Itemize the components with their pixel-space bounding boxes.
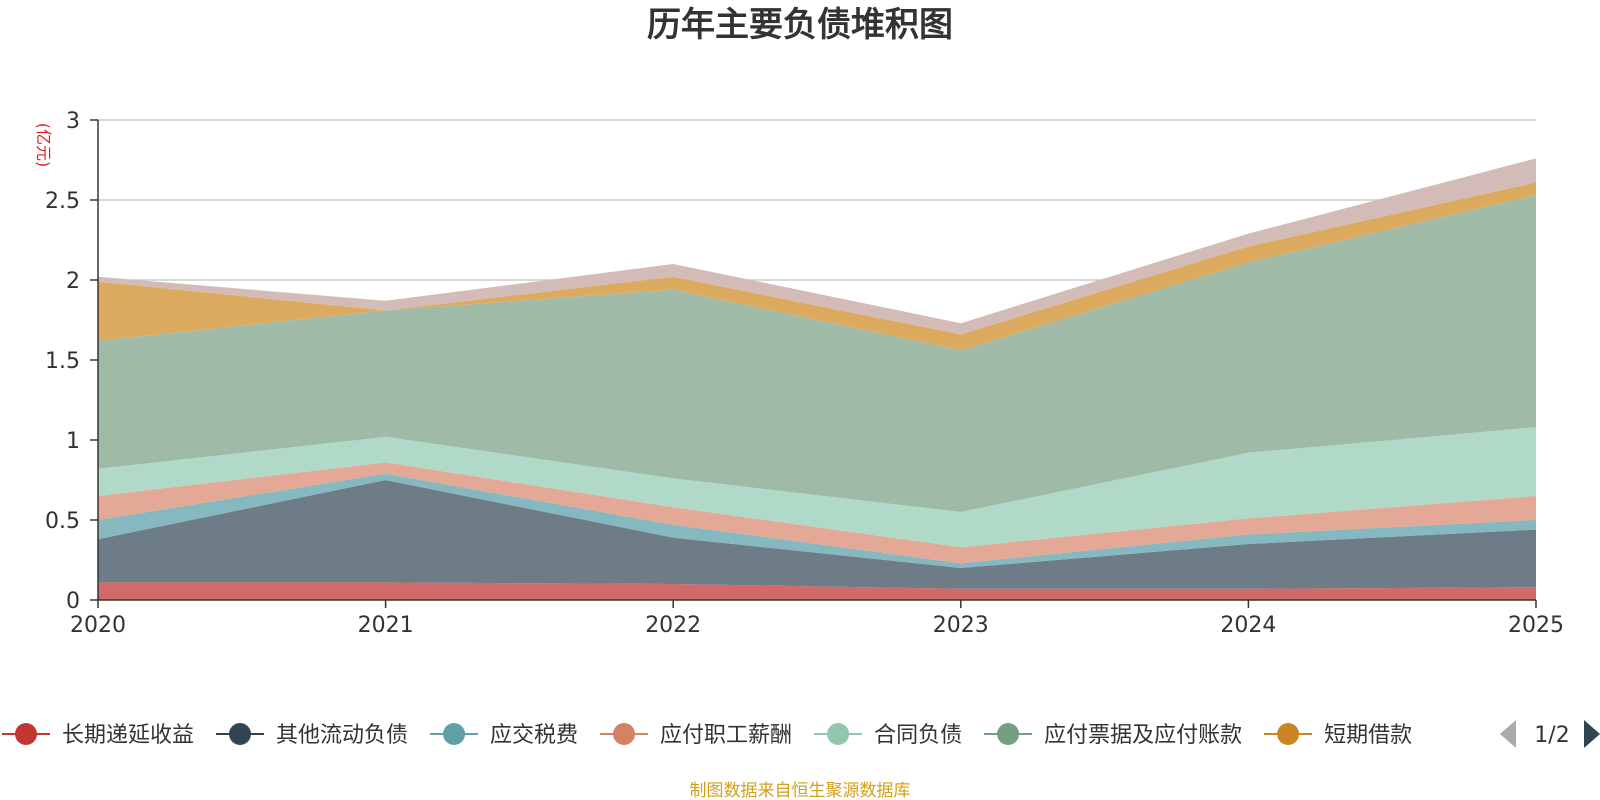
y-tick-label: 2.5 bbox=[45, 189, 80, 214]
legend-item[interactable]: 应付票据及应付账款 bbox=[984, 723, 1242, 748]
legend-marker-icon bbox=[827, 723, 850, 745]
legend-label: 长期递延收益 bbox=[62, 723, 194, 748]
x-tick-label: 2025 bbox=[1508, 613, 1564, 638]
source-note: 制图数据来自恒生聚源数据库 bbox=[690, 781, 911, 800]
legend-label: 应交税费 bbox=[490, 723, 578, 748]
legend-marker-icon bbox=[1277, 723, 1300, 745]
legend-label: 其他流动负债 bbox=[276, 723, 408, 748]
area-series-1[interactable] bbox=[98, 582, 1536, 600]
x-tick-label: 2021 bbox=[358, 613, 414, 638]
area-series-3[interactable] bbox=[98, 473, 1536, 568]
x-tick-label: 2020 bbox=[70, 613, 126, 638]
chart-title: 历年主要负债堆积图 bbox=[647, 5, 953, 45]
legend-prev-arrow-icon[interactable] bbox=[1500, 720, 1516, 748]
legend-label: 合同负债 bbox=[874, 723, 962, 748]
legend-marker-icon bbox=[229, 723, 252, 745]
area-series-8[interactable] bbox=[98, 158, 1536, 335]
legend-item[interactable]: 合同负债 bbox=[814, 723, 962, 748]
area-series-2[interactable] bbox=[98, 480, 1536, 589]
area-series-6[interactable] bbox=[98, 195, 1536, 512]
x-tick-label: 2023 bbox=[933, 613, 989, 638]
y-tick-label: 2 bbox=[66, 269, 80, 294]
x-axis-ticks: 2020 2021 2022 2023 2024 2025 bbox=[70, 600, 1564, 638]
legend-marker-icon bbox=[15, 723, 37, 745]
legend-marker-icon bbox=[443, 723, 466, 745]
legend: 长期递延收益 其他流动负债 应交税费 应付职工薪酬 合同负债 应付票据及应付账款 短期借款 bbox=[2, 723, 1412, 748]
y-tick-label: 1 bbox=[66, 429, 80, 454]
x-tick-label: 2024 bbox=[1220, 613, 1276, 638]
legend-marker-icon bbox=[997, 723, 1020, 745]
area-series-4[interactable] bbox=[98, 462, 1536, 564]
legend-item[interactable]: 长期递延收益 bbox=[2, 723, 194, 748]
y-tick-label: 1.5 bbox=[45, 349, 80, 374]
y-tick-label: 0 bbox=[66, 589, 80, 614]
legend-pager: 1/2 bbox=[1500, 720, 1600, 748]
legend-item[interactable]: 应交税费 bbox=[430, 723, 578, 748]
legend-item[interactable]: 其他流动负债 bbox=[216, 723, 408, 748]
y-tick-label: 3 bbox=[66, 109, 80, 134]
legend-item[interactable]: 短期借款 bbox=[1264, 723, 1412, 748]
legend-item[interactable]: 应付职工薪酬 bbox=[600, 723, 792, 748]
area-series-5[interactable] bbox=[98, 427, 1536, 548]
area-series bbox=[98, 158, 1536, 600]
area-series-7[interactable] bbox=[98, 182, 1536, 351]
y-tick-label: 0.5 bbox=[45, 509, 80, 534]
legend-page-indicator: 1/2 bbox=[1534, 723, 1569, 748]
legend-next-arrow-icon[interactable] bbox=[1584, 720, 1600, 748]
legend-marker-icon bbox=[613, 723, 636, 745]
y-axis-ticks: 0 0.5 1 1.5 2 2.5 3 bbox=[45, 109, 98, 614]
legend-label: 应付职工薪酬 bbox=[660, 723, 792, 748]
legend-label: 应付票据及应付账款 bbox=[1044, 723, 1242, 748]
x-tick-label: 2022 bbox=[645, 613, 701, 638]
legend-label: 短期借款 bbox=[1324, 723, 1412, 748]
y-axis-unit: (亿元) bbox=[34, 123, 53, 168]
